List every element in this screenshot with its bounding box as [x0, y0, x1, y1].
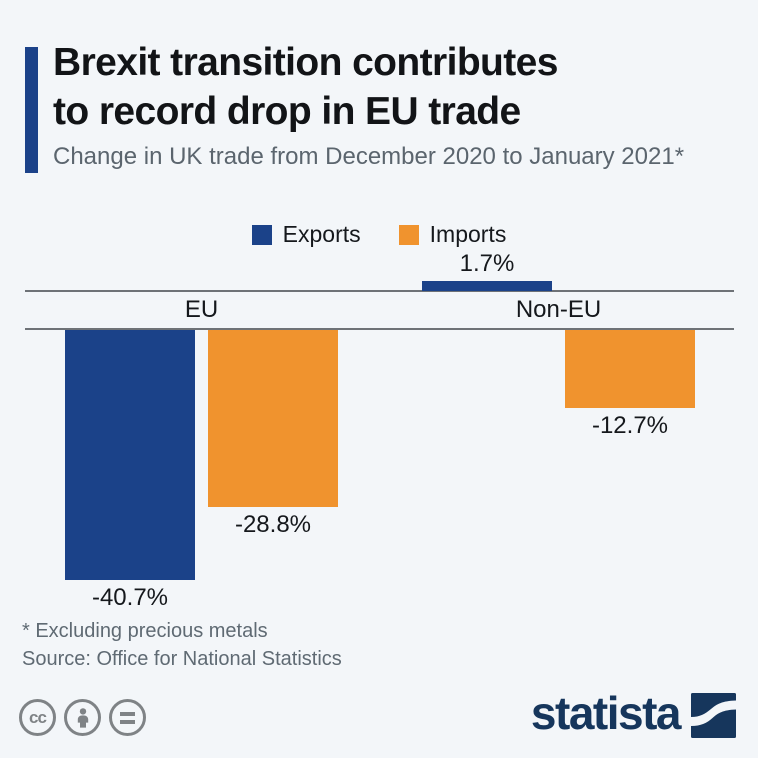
- bar-noneu-imports: [565, 330, 695, 409]
- value-label-noneu-imports: -12.7%: [591, 412, 669, 440]
- zero-baseline-lower: [25, 328, 734, 330]
- value-label-eu-exports: -40.7%: [91, 584, 169, 612]
- zero-baseline-upper: [25, 290, 734, 292]
- value-label-eu-imports: -28.8%: [234, 510, 312, 538]
- exports-swatch-icon: [251, 224, 272, 245]
- legend-item-imports: Imports: [398, 221, 507, 248]
- footnote-asterisk: * Excluding precious metals: [22, 620, 268, 642]
- legend-item-exports: Exports: [251, 221, 361, 248]
- statista-wordmark: statista: [530, 687, 682, 739]
- source-line: Source: Office for National Statistics: [22, 648, 342, 670]
- category-label-eu: EU: [184, 296, 219, 323]
- bar-noneu-exports: [422, 280, 552, 291]
- cc-license-badges: cc: [19, 699, 146, 736]
- cc-icon-label: cc: [29, 707, 47, 727]
- bar-eu-exports: [65, 330, 195, 581]
- person-glyph: [77, 707, 88, 728]
- category-label-noneu: Non-EU: [515, 296, 602, 323]
- cc-icon[interactable]: cc: [19, 699, 56, 736]
- chart-legend: Exports Imports: [0, 221, 758, 248]
- page-title-line2: to record drop in EU trade: [53, 90, 521, 133]
- page-title-line1: Brexit transition contributes: [53, 41, 558, 84]
- statista-swoosh-icon: [691, 692, 736, 738]
- footnotes: * Excluding precious metals Source: Offi…: [22, 617, 342, 673]
- statista-logo[interactable]: statista: [531, 690, 736, 740]
- no-derivatives-equals-icon[interactable]: [109, 699, 146, 736]
- title-accent-bar: [25, 47, 38, 173]
- equals-glyph: [120, 711, 135, 724]
- bar-eu-imports: [208, 330, 338, 507]
- legend-label-imports: Imports: [429, 221, 507, 247]
- value-label-noneu-exports: 1.7%: [459, 249, 515, 277]
- imports-swatch-icon: [398, 224, 419, 245]
- legend-label-exports: Exports: [282, 221, 361, 247]
- page-title: Brexit transition contributes to record …: [53, 38, 558, 136]
- chart-subtitle: Change in UK trade from December 2020 to…: [53, 143, 685, 170]
- attribution-person-icon[interactable]: [64, 699, 101, 736]
